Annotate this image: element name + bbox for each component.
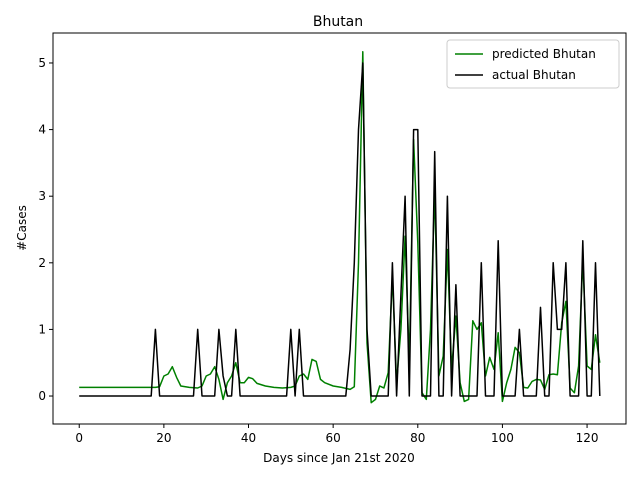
y-tick-label: 0 [38, 389, 46, 403]
y-axis-label: #Cases [15, 205, 29, 251]
x-tick-label: 60 [326, 431, 341, 445]
x-tick-label: 80 [410, 431, 425, 445]
legend-label-actual: actual Bhutan [492, 68, 576, 82]
x-tick-label: 20 [156, 431, 171, 445]
legend-label-predicted: predicted Bhutan [492, 47, 596, 61]
y-tick-label: 3 [38, 189, 46, 203]
chart-title: Bhutan [313, 14, 363, 30]
x-tick-label: 0 [75, 431, 83, 445]
ticks-layer: 0 20 40 60 80 100 120 0 1 2 3 4 5 [38, 56, 598, 445]
y-tick-label: 5 [38, 56, 46, 70]
y-tick-label: 4 [38, 123, 46, 137]
legend-box [446, 39, 620, 89]
x-tick-label: 120 [576, 431, 599, 445]
plot-area-frame [52, 32, 627, 425]
x-axis-label: Days since Jan 21st 2020 [263, 451, 415, 465]
y-tick-label: 1 [38, 322, 46, 336]
x-tick-label: 40 [241, 431, 256, 445]
legend: predicted Bhutan actual Bhutan [446, 39, 620, 89]
y-tick-label: 2 [38, 256, 46, 270]
series-layer [79, 50, 601, 404]
x-tick-label: 100 [491, 431, 514, 445]
series-line-actual [79, 62, 601, 397]
